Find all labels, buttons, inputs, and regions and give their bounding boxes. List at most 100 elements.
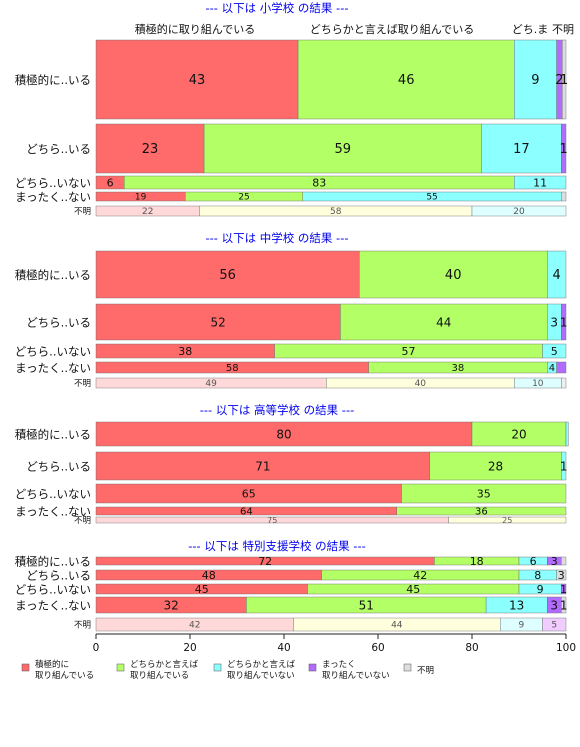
data-label: 9 (537, 583, 544, 596)
data-label: 3 (558, 569, 565, 582)
bar-segment (514, 39, 557, 120)
data-label: 56 (219, 268, 236, 283)
bar-segment (95, 250, 360, 299)
data-label: 32 (164, 598, 179, 612)
data-label: 9 (518, 621, 524, 631)
legend-label-line: どちらかと言えば (130, 659, 199, 670)
legend-swatch (116, 663, 125, 672)
data-label: 49 (205, 379, 217, 389)
legend-label: まったく取り組んでいない (322, 660, 390, 681)
bar-segment (95, 123, 205, 174)
row-label: 不明 (74, 516, 91, 526)
data-label: 36 (475, 507, 488, 518)
data-label: 40 (445, 268, 462, 283)
row-label: まったく..ない (15, 361, 91, 375)
panel-title: --- 以下は 小学校 の結果 --- (205, 1, 348, 15)
data-label: 58 (330, 207, 342, 217)
legend-label-line: 取り組んでいない (322, 670, 390, 681)
bar-segment (359, 250, 548, 299)
legend-swatch (308, 663, 317, 672)
legend-swatch (213, 663, 222, 672)
bar-segment (95, 421, 473, 447)
panel-title: --- 以下は 特別支援学校 の結果 --- (188, 539, 366, 553)
x-tick-label: 20 (183, 642, 196, 654)
data-label: 6 (107, 176, 114, 189)
row-label: どちら..いる (26, 142, 91, 156)
data-label: 20 (511, 427, 526, 441)
data-label: 13 (509, 598, 524, 612)
data-label: 42 (189, 621, 200, 631)
data-label: 6 (530, 555, 537, 568)
panel-title: --- 以下は 中学校 の結果 --- (205, 231, 348, 245)
data-label: 1 (560, 459, 568, 473)
row-label: どちら..いる (26, 460, 91, 474)
data-label: 4 (552, 268, 560, 283)
data-label: 4 (549, 363, 555, 374)
data-label: 25 (502, 516, 512, 525)
bar-segment (95, 303, 341, 341)
row-label: どちら..いる (26, 316, 91, 330)
data-label: 80 (276, 427, 291, 441)
row-label: 不明 (74, 379, 91, 389)
data-label: 2 (555, 73, 563, 88)
bar-segment (547, 250, 567, 299)
x-tick-label: 60 (371, 642, 384, 654)
data-label: 64 (240, 507, 253, 518)
data-label: 43 (189, 73, 206, 88)
bar-segment (556, 361, 567, 374)
bar-segment (561, 556, 567, 566)
row-label: どちら..いる (26, 569, 91, 583)
bar-segment (401, 483, 567, 504)
row-label: まったく..ない (15, 190, 91, 204)
bar-segment (542, 617, 567, 632)
data-label: 1 (560, 142, 568, 157)
data-label: 44 (436, 315, 451, 329)
data-label: 25 (238, 193, 249, 203)
data-label: 71 (255, 459, 270, 473)
bar-segment (556, 569, 567, 581)
row-label: 積極的に..いる (15, 428, 91, 442)
bar-segment (561, 191, 567, 202)
row-label: 積極的に..いる (15, 555, 91, 569)
x-tick-label: 40 (277, 642, 290, 654)
data-label: 72 (258, 555, 272, 568)
bar-segment (95, 39, 299, 120)
bar-segment (561, 451, 567, 481)
data-label: 51 (359, 598, 374, 612)
data-label: 83 (312, 176, 326, 189)
legend-label: 積極的に取り組んでいる (35, 659, 94, 681)
bar-segment (471, 421, 567, 447)
data-label: 38 (452, 363, 465, 374)
bar-segment (562, 39, 567, 120)
bar-segment (448, 516, 567, 524)
bar-segment (561, 303, 567, 341)
bar-segment (561, 583, 567, 595)
bar-segment (561, 596, 567, 614)
bar-segment (561, 123, 567, 174)
data-label: 3 (550, 315, 558, 329)
data-label: 46 (398, 73, 415, 88)
data-label: 65 (242, 487, 256, 500)
legend-label-line: 取り組んでいる (130, 670, 189, 681)
row-label: どちら..いない (15, 487, 91, 501)
bar-segment (514, 175, 567, 190)
panel-title: --- 以下は 高等学校 の結果 --- (200, 403, 355, 417)
data-label: 5 (551, 621, 557, 631)
data-label: 11 (533, 176, 547, 189)
legend-label-line: 不明 (417, 666, 434, 676)
bar-segment (561, 377, 567, 389)
bar-segment (542, 343, 567, 359)
data-label: 5 (551, 345, 558, 358)
data-label: 42 (413, 569, 427, 582)
bar-segment (297, 39, 515, 120)
data-label: 19 (135, 193, 147, 203)
data-label: 1 (560, 583, 567, 596)
legend-label-line: どちらかと言えば (227, 659, 296, 670)
data-label: 45 (195, 583, 209, 596)
bar-segment (471, 205, 567, 217)
row-label: どちら..いない (15, 583, 91, 597)
data-label: 40 (415, 379, 427, 389)
data-label: 10 (532, 379, 544, 389)
legend-label-line: まったく (322, 660, 356, 670)
